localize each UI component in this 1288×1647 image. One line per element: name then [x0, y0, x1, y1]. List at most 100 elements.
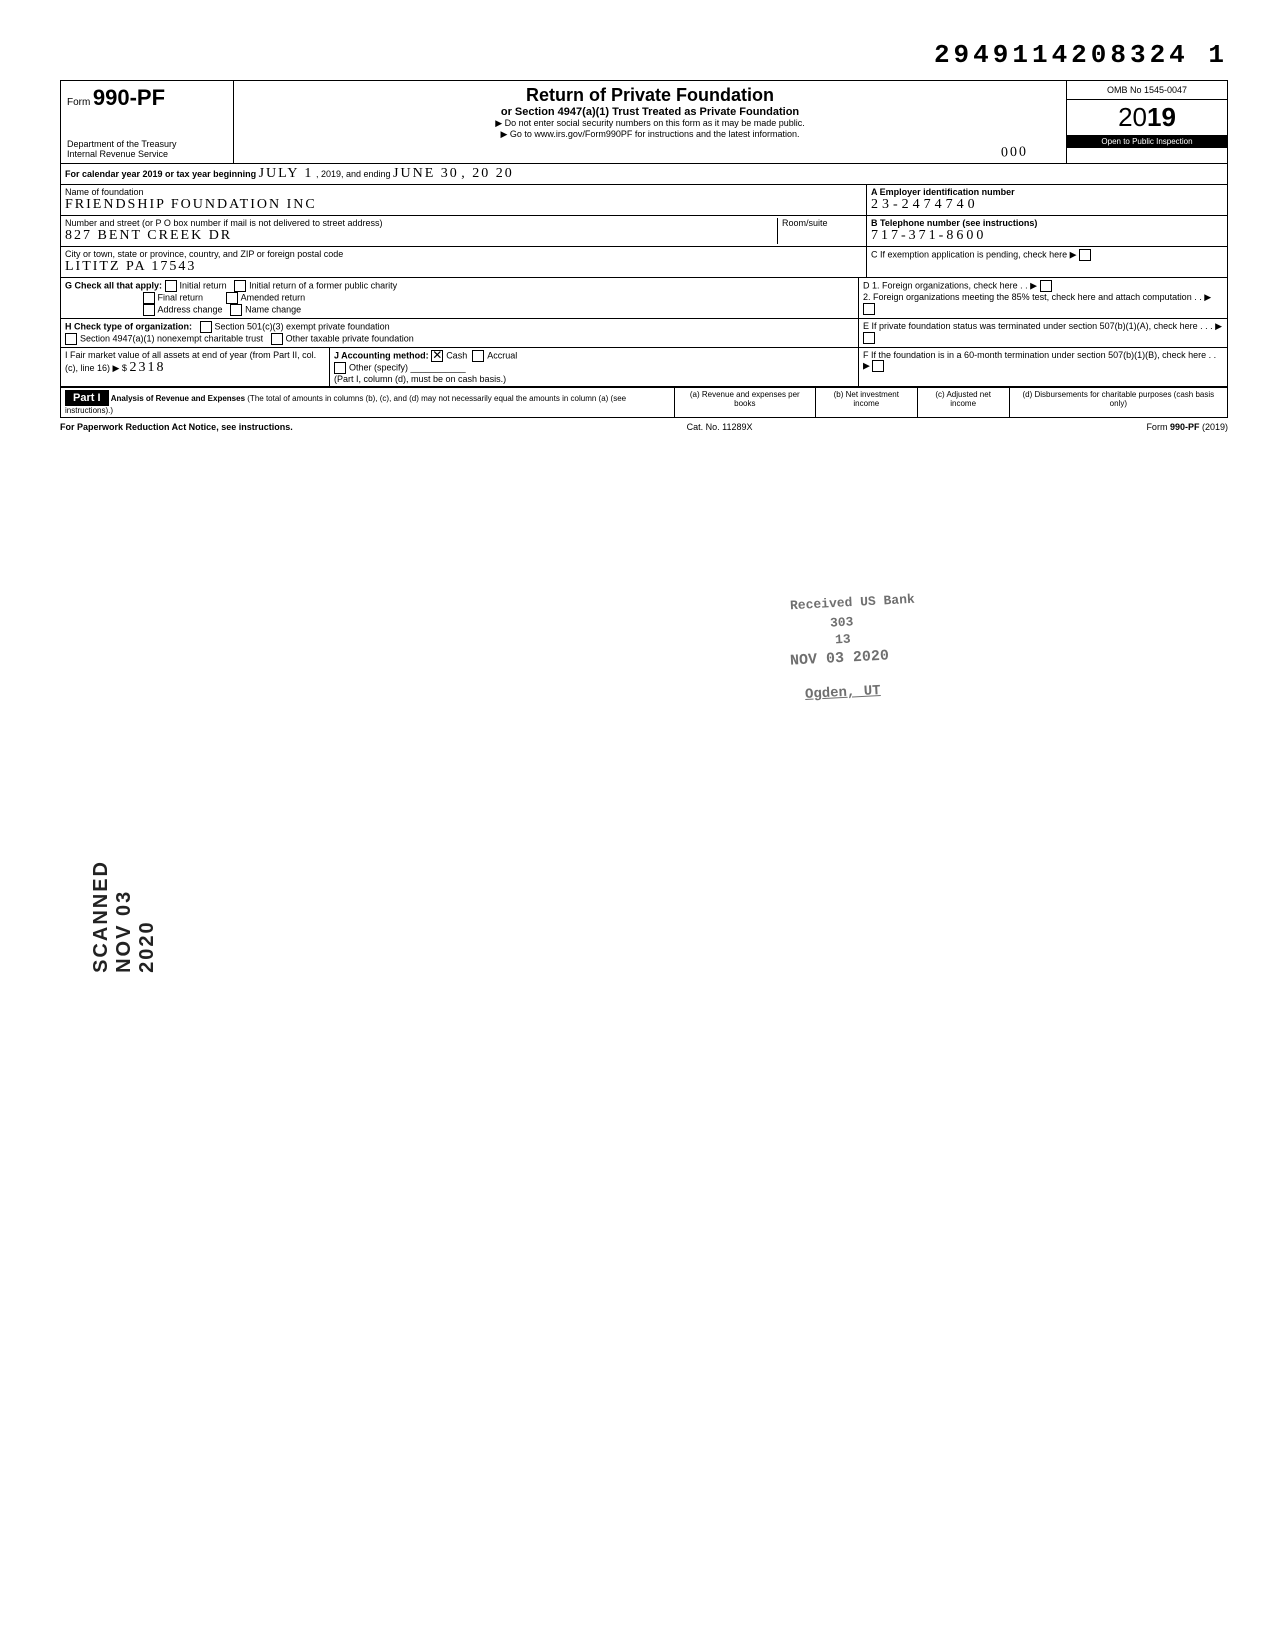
box-a: A Employer identification number 23-2474…: [867, 185, 1227, 216]
col-c-header: (c) Adjusted net income: [917, 388, 1009, 418]
cal-line-label: For calendar year 2019 or tax year begin…: [65, 169, 256, 179]
g-opt-3: Amended return: [241, 292, 306, 302]
h-opt-1: Section 4947(a)(1) nonexempt charitable …: [80, 333, 263, 343]
d1-checkbox[interactable]: [1040, 280, 1052, 292]
j-ck-other[interactable]: [334, 362, 346, 374]
begin-date-hw: JULY 1: [259, 166, 314, 181]
box-f: F If the foundation is in a 60-month ter…: [859, 348, 1227, 386]
city-hw: LITITZ PA 17543: [65, 259, 862, 275]
j-ck-accrual[interactable]: [472, 350, 484, 362]
j-accrual: Accrual: [487, 350, 517, 360]
irs-label: Internal Revenue Service: [67, 149, 227, 159]
open-inspection: Open to Public Inspection: [1067, 135, 1227, 148]
h-opt-0: Section 501(c)(3) exempt private foundat…: [215, 321, 390, 331]
h-ck-other[interactable]: [271, 333, 283, 345]
name-hw: FRIENDSHIP FOUNDATION INC: [65, 197, 862, 213]
g-d-row: G Check all that apply: Initial return I…: [60, 278, 1228, 319]
box-g: G Check all that apply: Initial return I…: [61, 278, 859, 318]
city-label: City or town, state or province, country…: [65, 249, 862, 259]
h-opt-2: Other taxable private foundation: [286, 333, 414, 343]
stamp-303: 303: [830, 614, 854, 630]
note-ssn: ▶ Do not enter social security numbers o…: [240, 118, 1060, 129]
col-b-header: (b) Net investment income: [815, 388, 917, 418]
footer-center: Cat. No. 11289X: [687, 422, 753, 432]
hw-000: 000: [1001, 145, 1029, 162]
end-date-hw: JUNE 30: [393, 166, 459, 181]
box-i: I Fair market value of all assets at end…: [61, 348, 330, 386]
j-note: (Part I, column (d), must be on cash bas…: [334, 374, 506, 384]
year-prefix: 20: [1118, 102, 1147, 132]
g-opt-5: Name change: [245, 304, 301, 314]
room-label: Room/suite: [777, 218, 862, 244]
dept-label: Department of the Treasury: [67, 139, 227, 149]
g-ck-final[interactable]: [143, 292, 155, 304]
j-label: J Accounting method:: [334, 350, 429, 360]
form-page: 2949114208324 1 Form 990-PF Department o…: [60, 40, 1228, 432]
col-a-header: (a) Revenue and expenses per books: [674, 388, 815, 418]
header-right: OMB No 1545-0047 2019 Open to Public Ins…: [1066, 81, 1227, 163]
part1-table: Part I Analysis of Revenue and Expenses …: [60, 387, 1228, 418]
g-opt-2: Final return: [158, 292, 204, 302]
omb-number: OMB No 1545-0047: [1067, 81, 1227, 100]
form-header: Form 990-PF Department of the Treasury I…: [60, 80, 1228, 164]
box-j: J Accounting method: Cash Accrual Other …: [330, 348, 859, 386]
calendar-year-cell: For calendar year 2019 or tax year begin…: [61, 164, 1227, 184]
e-checkbox[interactable]: [863, 332, 875, 344]
cal-mid: , 2019, and ending: [316, 169, 391, 179]
g-ck-name[interactable]: [230, 304, 242, 316]
footer-formno: 990-PF: [1170, 422, 1200, 432]
a-label: A Employer identification number: [871, 187, 1015, 197]
g-opt-4: Address change: [158, 304, 223, 314]
j-ck-cash[interactable]: [431, 350, 443, 362]
box-e: E If private foundation status was termi…: [859, 319, 1227, 347]
stamp-date: NOV 03 2020: [790, 647, 890, 669]
part1-label: Part I: [65, 390, 109, 406]
calendar-year-row: For calendar year 2019 or tax year begin…: [60, 164, 1228, 185]
d1-label: D 1. Foreign organizations, check here .…: [863, 280, 1223, 292]
box-c: C If exemption application is pending, c…: [867, 247, 1227, 263]
c-checkbox[interactable]: [1079, 249, 1091, 261]
g-ck-former[interactable]: [234, 280, 246, 292]
i-label: I Fair market value of all assets at end…: [65, 350, 316, 373]
e-label: E If private foundation status was termi…: [863, 321, 1222, 331]
col-d-header: (d) Disbursements for charitable purpose…: [1009, 388, 1227, 418]
d2-checkbox[interactable]: [863, 303, 875, 315]
city-cell: City or town, state or province, country…: [61, 247, 866, 277]
i-j-f-row: I Fair market value of all assets at end…: [60, 348, 1228, 387]
g-opt-1: Initial return of a former public charit…: [249, 280, 397, 290]
addr-cell: Number and street (or P O box number if …: [65, 218, 777, 244]
f-checkbox[interactable]: [872, 360, 884, 372]
h-ck-4947[interactable]: [65, 333, 77, 345]
box-b: B Telephone number (see instructions) 71…: [867, 216, 1227, 247]
g-ck-amended[interactable]: [226, 292, 238, 304]
address-row: Number and street (or P O box number if …: [61, 216, 866, 247]
g-opt-0: Initial return: [180, 280, 227, 290]
g-label: G Check all that apply:: [65, 280, 162, 290]
d2-text: 2. Foreign organizations meeting the 85%…: [863, 292, 1211, 302]
f-label: F If the foundation is in a 60-month ter…: [863, 350, 1216, 370]
g-ck-initial[interactable]: [165, 280, 177, 292]
d2-label: 2. Foreign organizations meeting the 85%…: [863, 292, 1223, 315]
box-h: H Check type of organization: Section 50…: [61, 319, 859, 347]
addr-hw: 827 BENT CREEK DR: [65, 228, 777, 244]
d1-text: D 1. Foreign organizations, check here .…: [863, 280, 1037, 290]
form-number: 990-PF: [93, 85, 165, 110]
h-ck-501c3[interactable]: [200, 321, 212, 333]
j-other: Other (specify): [349, 362, 408, 372]
b-hw: 717-371-8600: [871, 228, 986, 243]
stamp-location: Ogden, UT: [805, 683, 881, 703]
name-cell: Name of foundation FRIENDSHIP FOUNDATION…: [61, 185, 866, 216]
form-word: Form: [67, 97, 90, 108]
ident-left: Name of foundation FRIENDSHIP FOUNDATION…: [61, 185, 866, 277]
end-year-hw: , 20 20: [461, 166, 514, 181]
b-label: B Telephone number (see instructions): [871, 218, 1037, 228]
header-center: Return of Private Foundation or Section …: [234, 81, 1066, 163]
part1-header-row: Part I Analysis of Revenue and Expenses …: [61, 388, 1228, 418]
c-label: C If exemption application is pending, c…: [871, 249, 1077, 259]
footer-left: For Paperwork Reduction Act Notice, see …: [60, 422, 293, 432]
ident-block: Name of foundation FRIENDSHIP FOUNDATION…: [60, 185, 1228, 278]
g-ck-addr[interactable]: [143, 304, 155, 316]
note-url: ▶ Go to www.irs.gov/Form990PF for instru…: [240, 129, 1060, 140]
header-left: Form 990-PF Department of the Treasury I…: [61, 81, 234, 163]
i-hw: 2318: [129, 360, 165, 375]
